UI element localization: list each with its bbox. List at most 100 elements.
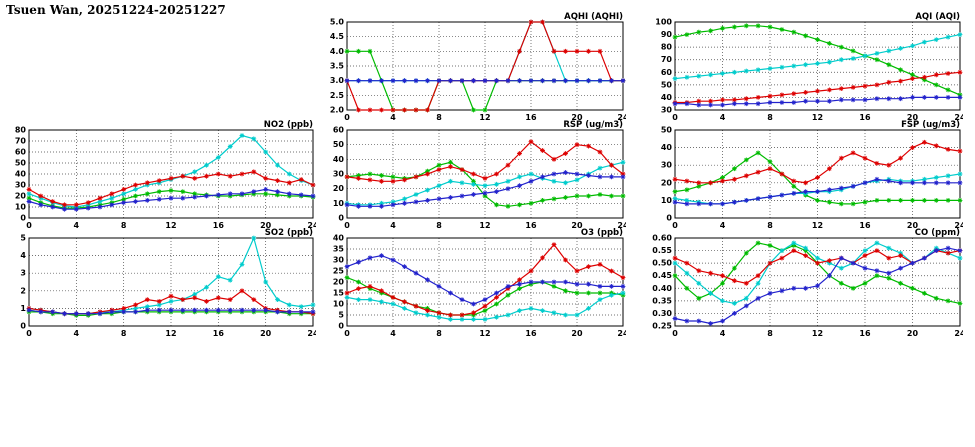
y-tick-label: 35 — [333, 245, 345, 254]
chart-svg-aqhi: 2.0 2.5 3.0 3.5 4.0 4.5 5.0 0 4 8 12 16 20 24 AQHI (AQ… — [330, 12, 629, 122]
x-tick-label: 24 — [307, 221, 316, 230]
series-markers — [26, 187, 316, 212]
y-tick-label: 20 — [15, 192, 27, 201]
y-tick-label: 3.5 — [330, 62, 345, 71]
x-tick-label: 20 — [260, 329, 272, 338]
chart-no2: 0 10 20 30 40 50 60 70 80 0 4 8 12 16 20 24 NO2 (ppb) — [0, 118, 319, 232]
chart-title: FSP (ug/m3) — [901, 120, 960, 130]
x-tick-label: 0 — [672, 221, 678, 230]
chart-co: 0.25 0.30 0.35 0.40 0.45 0.50 0.55 0.60 0 4 8 12 16 2… — [646, 226, 966, 340]
x-tick-label: 0 — [26, 221, 32, 230]
y-tick-label: 5.0 — [330, 18, 345, 27]
chart-o3: 0 5 10 15 20 25 30 35 40 0 4 8 12 16 20 24 O3 (ppb) — [318, 226, 629, 340]
chart-title: O3 (ppb) — [581, 228, 623, 238]
chart-rsp: 0 10 20 30 40 50 60 0 4 8 12 16 20 24 RSP (ug/m3) — [318, 118, 629, 232]
y-tick-label: 50 — [661, 126, 673, 135]
chart-title: RSP (ug/m3) — [563, 120, 623, 130]
series-markers — [672, 32, 963, 81]
series-markers — [672, 95, 963, 108]
chart-aqhi: 2.0 2.5 3.0 3.5 4.0 4.5 5.0 0 4 8 12 16 20 24 AQHI (AQ… — [318, 10, 629, 124]
y-tick-label: 3.0 — [330, 76, 345, 85]
x-tick-label: 4 — [390, 113, 396, 122]
y-tick-label: 40 — [15, 170, 27, 179]
x-tick-label: 16 — [859, 221, 871, 230]
chart-title: CO (ppm) — [915, 228, 960, 238]
y-tick-label: 40 — [333, 234, 345, 243]
plot-frame — [674, 237, 961, 327]
x-tick-label: 4 — [720, 329, 726, 338]
x-tick-label: 12 — [479, 113, 490, 122]
x-tick-label: 20 — [571, 221, 583, 230]
y-tick-label: 5 — [338, 311, 344, 320]
x-tick-label: 4 — [390, 329, 396, 338]
y-tick-label: 0.30 — [652, 309, 672, 318]
x-tick-label: 24 — [954, 113, 963, 122]
y-tick-label: 2.0 — [330, 106, 345, 115]
y-tick-label: 70 — [15, 137, 27, 146]
x-tick-label: 20 — [907, 113, 919, 122]
y-tick-label: 60 — [333, 126, 345, 135]
x-tick-label: 12 — [479, 329, 490, 338]
series-markers — [344, 78, 626, 84]
y-tick-label: 0 — [20, 322, 26, 331]
chart-fsp: 0 10 20 30 40 50 0 4 8 12 16 20 24 FSP (ug/m3) — [646, 118, 966, 232]
x-tick-label: 8 — [767, 329, 773, 338]
series-markers — [344, 253, 626, 307]
plot-frame — [674, 129, 961, 219]
x-tick-label: 8 — [767, 221, 773, 230]
chart-title: NO2 (ppb) — [264, 120, 313, 130]
y-tick-label: 20 — [661, 178, 673, 187]
y-tick-label: 1 — [20, 304, 26, 313]
y-tick-label: 10 — [661, 196, 673, 205]
x-tick-label: 24 — [954, 329, 963, 338]
page-title: Tsuen Wan, 20251224-20251227 — [6, 3, 226, 17]
chart-so2: 0 1 2 3 4 5 0 4 8 12 16 20 24 SO2 (ppb) — [0, 226, 319, 340]
x-tick-label: 8 — [436, 113, 442, 122]
x-tick-label: 12 — [165, 221, 176, 230]
y-tick-label: 80 — [15, 126, 27, 135]
y-tick-label: 3 — [20, 269, 26, 278]
series-line — [674, 242, 961, 305]
chart-svg-aqi: 30 40 50 60 70 80 90 100 0 4 8 12 16 20 24 AQI (AQI) — [655, 12, 966, 122]
y-tick-label: 0.45 — [652, 271, 672, 280]
x-tick-label: 16 — [213, 329, 225, 338]
x-tick-label: 0 — [344, 113, 350, 122]
x-tick-label: 0 — [672, 329, 678, 338]
x-tick-label: 8 — [121, 221, 127, 230]
x-tick-label: 4 — [390, 221, 396, 230]
y-tick-label: 2 — [20, 286, 26, 295]
x-tick-label: 20 — [907, 221, 919, 230]
x-tick-label: 16 — [213, 221, 225, 230]
x-tick-label: 20 — [260, 221, 272, 230]
x-tick-label: 4 — [74, 221, 80, 230]
series-markers — [344, 139, 626, 184]
y-tick-label: 50 — [661, 80, 673, 89]
series-markers — [344, 170, 626, 209]
x-tick-label: 4 — [720, 113, 726, 122]
x-tick-label: 16 — [859, 113, 871, 122]
x-tick-label: 24 — [954, 221, 963, 230]
y-tick-label: 0.55 — [652, 246, 672, 255]
y-tick-label: 0 — [666, 214, 672, 223]
x-tick-label: 4 — [74, 329, 80, 338]
series-markers — [344, 290, 626, 322]
y-tick-label: 0 — [20, 214, 26, 223]
chart-svg-co: 0.25 0.30 0.35 0.40 0.45 0.50 0.55 0.60 0 4 8 12 16 2… — [652, 228, 966, 338]
series-markers — [672, 139, 963, 186]
x-tick-label: 0 — [672, 113, 678, 122]
x-tick-label: 4 — [720, 221, 726, 230]
x-tick-label: 12 — [165, 329, 176, 338]
chart-title: AQI (AQI) — [915, 12, 960, 22]
x-tick-label: 12 — [812, 113, 823, 122]
x-tick-label: 20 — [571, 113, 583, 122]
x-tick-label: 8 — [767, 113, 773, 122]
y-tick-label: 60 — [15, 148, 27, 157]
y-tick-label: 40 — [333, 155, 345, 164]
y-tick-label: 30 — [661, 161, 673, 170]
series-line — [674, 249, 961, 284]
y-tick-label: 0.40 — [652, 284, 672, 293]
series-markers — [672, 176, 963, 207]
y-tick-label: 10 — [15, 203, 27, 212]
